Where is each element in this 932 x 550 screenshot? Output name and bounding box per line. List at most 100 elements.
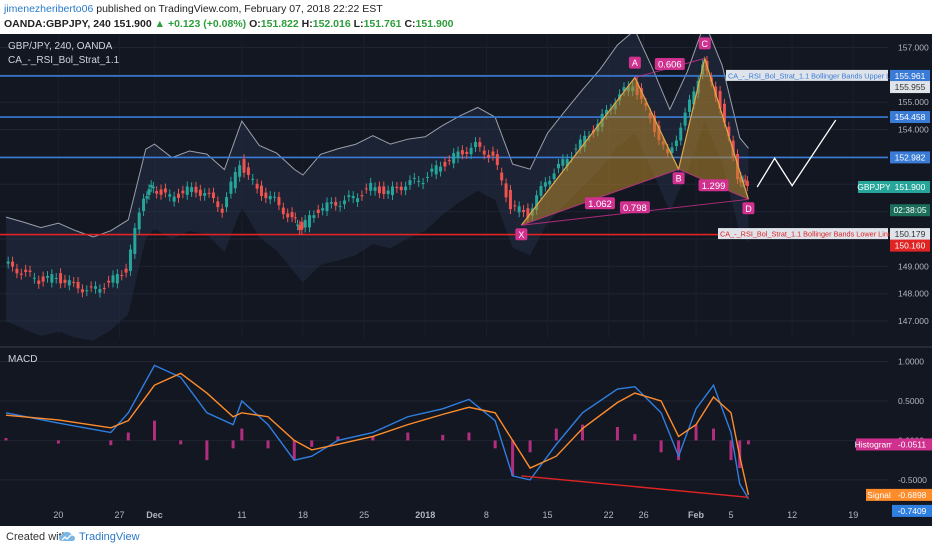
histogram-bar <box>56 440 60 444</box>
upper-band-label: CA_-_RSI_Bol_Strat_1.1 Bollinger Bands U… <box>728 71 900 80</box>
pattern-point-marker[interactable] <box>742 202 755 215</box>
candle-body <box>102 288 106 290</box>
histogram-bar <box>371 436 375 441</box>
histogram-bar <box>109 440 113 446</box>
candle-body <box>325 202 329 212</box>
candle-body <box>251 178 255 180</box>
candle-body <box>15 268 19 274</box>
lower-band-label-bg <box>718 228 888 240</box>
symbol-name: OANDA:GBPJPY, 240 <box>4 18 111 30</box>
histogram-bar <box>746 440 750 445</box>
pattern-point-marker[interactable] <box>628 56 641 69</box>
chart-header: jimenezheriberto06 published on TradingV… <box>0 0 932 34</box>
histogram-bar <box>441 434 445 441</box>
author-link[interactable]: jimenezheriberto06 <box>4 3 94 15</box>
price-tick-label: 154.000 <box>898 125 929 135</box>
price-axis-tag <box>890 204 930 217</box>
histogram-bar <box>179 440 183 445</box>
candle-body <box>19 273 23 275</box>
candle-body <box>364 188 368 190</box>
histogram-bar <box>336 436 340 441</box>
tradingview-cloud-icon <box>59 531 75 541</box>
xab-triangle[interactable] <box>521 77 679 226</box>
histogram-bar <box>266 440 270 449</box>
price-axis-label: 154.458 <box>895 112 926 122</box>
candle-body <box>561 159 565 166</box>
candle-body <box>155 191 159 194</box>
macd-pane[interactable]: 1.00000.50000.0000-0.5000Histogram-0.051… <box>0 356 932 517</box>
time-tick-label: 19 <box>848 510 858 520</box>
histogram-bar <box>729 440 733 461</box>
price-pane[interactable]: 157.000156.000155.000154.000153.000152.0… <box>0 34 930 341</box>
pattern-point-marker[interactable] <box>698 37 711 50</box>
candle-body <box>513 205 517 207</box>
time-axis[interactable]: 20 27 Dec 11 18 25 2018 8 15 22 26 Feb 5 12 19 <box>53 510 858 520</box>
candle-body <box>225 197 229 208</box>
candle-body <box>360 195 364 197</box>
candle-body <box>303 219 307 228</box>
candle-body <box>692 91 696 105</box>
candle-body <box>395 186 399 189</box>
tradingview-brand[interactable]: TradingView <box>79 531 140 543</box>
ratio-label: 0.798 <box>623 203 647 214</box>
histogram-bar <box>4 438 8 441</box>
pattern-point-marker[interactable] <box>672 172 685 185</box>
price-axis-label: 155.955 <box>895 82 926 92</box>
candle-body <box>622 87 626 92</box>
candle-body <box>570 156 574 158</box>
bollinger-band-fill <box>6 34 749 341</box>
candle-body <box>334 201 338 206</box>
candle-body <box>128 249 132 271</box>
price-axis-tag <box>890 81 930 94</box>
time-tick-label: 12 <box>787 510 797 520</box>
candle-body <box>28 270 32 272</box>
price-axis-tag <box>890 69 930 82</box>
trading-chart[interactable]: 157.000156.000155.000154.000153.000152.0… <box>0 34 932 526</box>
candle-body <box>98 289 102 293</box>
divergence-line[interactable] <box>521 475 749 498</box>
macd-tick-label: 1.0000 <box>898 356 924 366</box>
time-tick-label: 20 <box>53 510 63 520</box>
price-axis-label: 152.982 <box>895 152 926 162</box>
candle-body <box>356 198 360 203</box>
candle-body <box>452 153 456 164</box>
candle-body <box>574 148 578 150</box>
candle-body <box>45 275 49 278</box>
candle-body <box>168 194 172 197</box>
candle-body <box>24 269 28 272</box>
candle-body <box>177 193 181 198</box>
candle-body <box>443 161 447 167</box>
publish-info: published on TradingView.com, February 0… <box>96 3 383 15</box>
price-tick-label: 157.000 <box>898 42 929 52</box>
candle-body <box>460 150 464 155</box>
price-axis-tag <box>890 239 930 252</box>
close-value: 151.900 <box>415 18 454 30</box>
candle-body <box>111 275 115 283</box>
symbol-line: OANDA:GBPJPY, 240 151.900 ▲ +0.123 (+0.0… <box>4 18 454 30</box>
pattern-point-marker[interactable] <box>515 228 528 241</box>
candle-body <box>67 280 71 286</box>
macd-tick-label: 0.5000 <box>898 396 924 406</box>
candle-body <box>300 222 304 230</box>
projection-path[interactable] <box>756 119 837 188</box>
candle-body <box>434 165 438 175</box>
candle-body <box>273 196 277 198</box>
candle-body <box>147 189 151 195</box>
histogram-bar <box>554 428 558 441</box>
candle-body <box>198 189 202 196</box>
pattern-point-label: B <box>676 174 682 184</box>
close-label: C: <box>404 18 416 30</box>
candle-body <box>504 183 508 198</box>
macd-axis-tag <box>892 504 932 517</box>
candle-body <box>583 135 587 148</box>
candle-body <box>404 186 408 191</box>
low-value: 151.761 <box>363 18 402 30</box>
macd-line[interactable] <box>5 364 750 500</box>
histogram-bar <box>493 440 497 449</box>
candle-body <box>163 188 167 193</box>
candle-body <box>298 225 302 231</box>
candle-body <box>124 268 128 273</box>
signal-line[interactable] <box>5 372 750 496</box>
bcd-triangle[interactable] <box>678 58 749 200</box>
histogram-bar <box>467 432 471 441</box>
